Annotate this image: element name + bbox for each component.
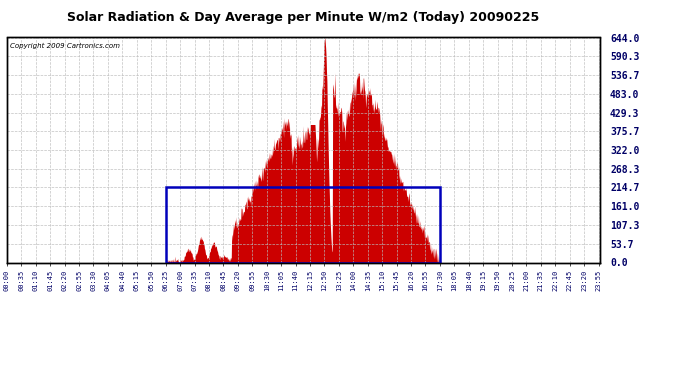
- Bar: [166, 188, 440, 262]
- Text: Solar Radiation & Day Average per Minute W/m2 (Today) 20090225: Solar Radiation & Day Average per Minute…: [68, 11, 540, 24]
- Text: Copyright 2009 Cartronics.com: Copyright 2009 Cartronics.com: [10, 43, 120, 49]
